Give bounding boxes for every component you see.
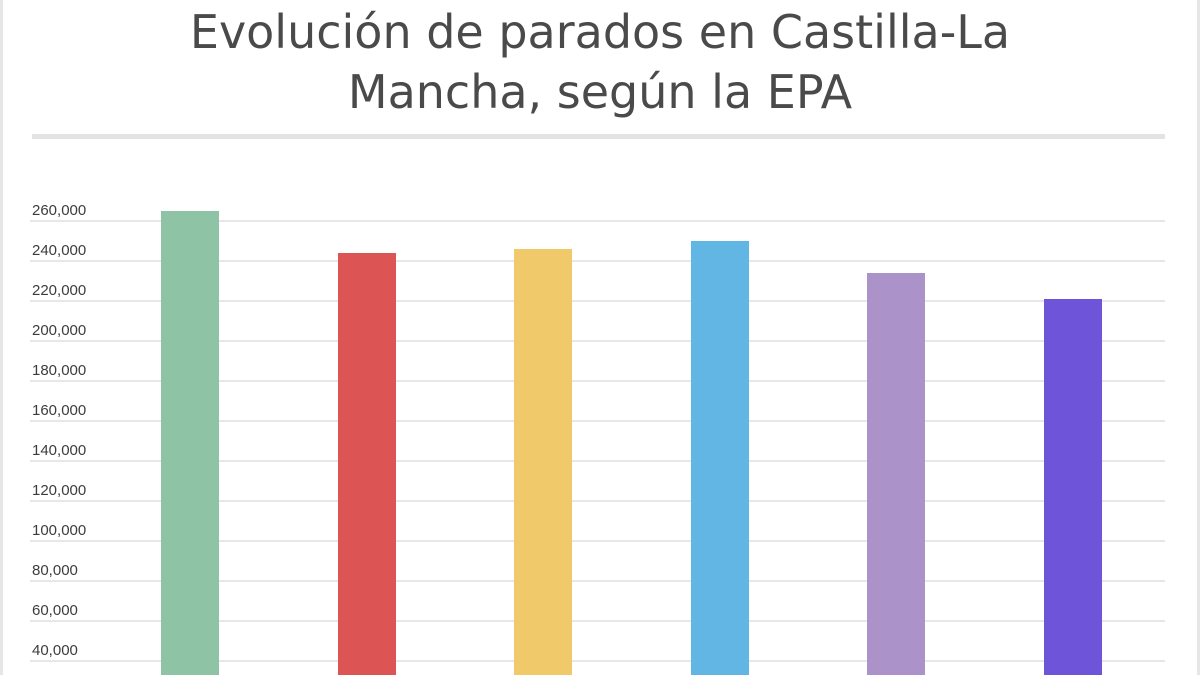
bar [867, 273, 925, 675]
y-tick-label: 180,000 [32, 362, 86, 379]
y-tick-label: 240,000 [32, 242, 86, 259]
chart-title-line-1: Evolución de parados en Castilla-La [189, 5, 1011, 59]
y-tick-label: 140,000 [32, 442, 86, 459]
y-tick-label: 200,000 [32, 322, 86, 339]
frame-right-border [1197, 0, 1200, 675]
y-tick-label: 60,000 [32, 602, 78, 619]
frame-left-border [0, 0, 3, 675]
y-tick-label: 80,000 [32, 562, 78, 579]
bar [1044, 299, 1102, 675]
chart-title: Evolución de parados en Castilla-La Manc… [0, 2, 1200, 122]
bar [161, 211, 219, 675]
chart-title-line-2: Mancha, según la EPA [347, 65, 853, 119]
y-tick-label: 120,000 [32, 482, 86, 499]
bars [161, 211, 1102, 675]
y-axis-tick-labels: 40,000 60,000 80,000 100,000 120,000 140,000 1… [32, 202, 86, 659]
bar [514, 249, 572, 675]
title-divider [32, 134, 1165, 139]
y-tick-label: 260,000 [32, 202, 86, 219]
y-tick-label: 100,000 [32, 522, 86, 539]
bar [338, 253, 396, 675]
y-tick-label: 220,000 [32, 282, 86, 299]
y-tick-label: 40,000 [32, 642, 78, 659]
bar [691, 241, 749, 675]
y-tick-label: 160,000 [32, 402, 86, 419]
gridlines [30, 220, 1165, 662]
